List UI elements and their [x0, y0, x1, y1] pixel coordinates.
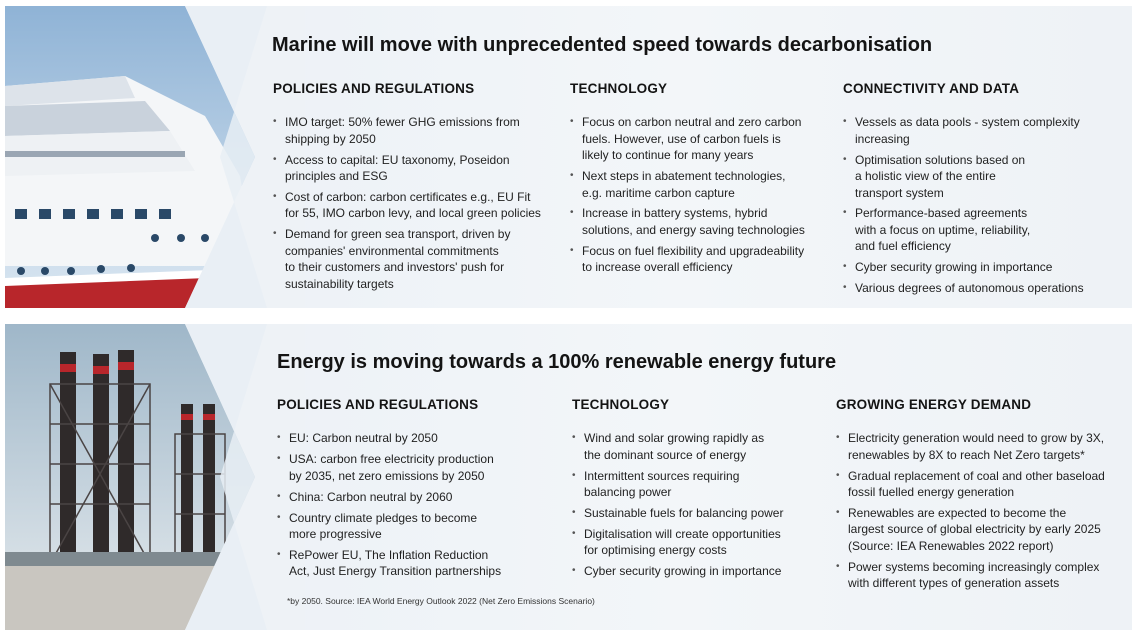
list-item: Wind and solar growing rapidly as the do…: [572, 430, 827, 463]
list-item: Country climate pledges to become more p…: [277, 510, 562, 543]
energy-demand-heading: GROWING ENERGY DEMAND: [836, 397, 1032, 412]
marine-panel: Marine will move with unprecedented spee…: [5, 6, 1132, 308]
list-item: Access to capital: EU taxonomy, Poseidon…: [273, 152, 558, 185]
list-item: Demand for green sea transport, driven b…: [273, 226, 558, 292]
list-item: Increase in battery systems, hybrid solu…: [570, 205, 830, 238]
energy-policies-column: POLICIES AND REGULATIONS EU: Carbon neut…: [277, 397, 562, 584]
marine-technology-column: TECHNOLOGY Focus on carbon neutral and z…: [570, 81, 830, 280]
power-plant-photo: [5, 324, 275, 630]
list-item: EU: Carbon neutral by 2050: [277, 430, 562, 447]
energy-panel: Energy is moving towards a 100% renewabl…: [5, 324, 1132, 630]
list-item: Intermittent sources requiring balancing…: [572, 468, 827, 501]
list-item: Performance-based agreements with a focu…: [843, 205, 1123, 254]
energy-demand-column: GROWING ENERGY DEMAND Electricity genera…: [836, 397, 1126, 596]
list-item: China: Carbon neutral by 2060: [277, 489, 562, 506]
marine-title: Marine will move with unprecedented spee…: [272, 34, 933, 56]
list-item: Cyber security growing in importance: [843, 259, 1123, 276]
list-item: Focus on carbon neutral and zero carbon …: [570, 114, 830, 163]
list-item: Vessels as data pools - system complexit…: [843, 114, 1123, 147]
list-item: Electricity generation would need to gro…: [836, 430, 1126, 463]
marine-technology-heading: TECHNOLOGY: [570, 81, 668, 96]
energy-policies-heading: POLICIES AND REGULATIONS: [277, 397, 479, 412]
list-item: Cyber security growing in importance: [572, 563, 827, 580]
list-item: USA: carbon free electricity production …: [277, 451, 562, 484]
footnote: *by 2050. Source: IEA World Energy Outlo…: [287, 596, 595, 606]
energy-title: Energy is moving towards a 100% renewabl…: [277, 351, 837, 373]
list-item: Power systems becoming increasingly comp…: [836, 559, 1126, 592]
list-item: Cost of carbon: carbon certificates e.g.…: [273, 189, 558, 222]
list-item: Next steps in abatement technologies, e.…: [570, 168, 830, 201]
list-item: Focus on fuel flexibility and upgradeabi…: [570, 243, 830, 276]
list-item: Gradual replacement of coal and other ba…: [836, 468, 1126, 501]
marine-connectivity-heading: CONNECTIVITY AND DATA: [843, 81, 1020, 96]
energy-technology-column: TECHNOLOGY Wind and solar growing rapidl…: [572, 397, 827, 584]
list-item: Digitalisation will create opportunities…: [572, 526, 827, 559]
marine-policies-column: POLICIES AND REGULATIONS IMO target: 50%…: [273, 81, 558, 296]
cruise-ship-photo: [5, 6, 275, 308]
energy-technology-heading: TECHNOLOGY: [572, 397, 670, 412]
marine-connectivity-column: CONNECTIVITY AND DATA Vessels as data po…: [843, 81, 1123, 301]
list-item: RePower EU, The Inflation Reduction Act,…: [277, 547, 562, 580]
list-item: Various degrees of autonomous operations: [843, 280, 1123, 297]
list-item: Sustainable fuels for balancing power: [572, 505, 827, 522]
marine-policies-heading: POLICIES AND REGULATIONS: [273, 81, 475, 96]
list-item: IMO target: 50% fewer GHG emissions from…: [273, 114, 558, 147]
list-item: Optimisation solutions based on a holist…: [843, 152, 1123, 201]
list-item: Renewables are expected to become the la…: [836, 505, 1126, 554]
